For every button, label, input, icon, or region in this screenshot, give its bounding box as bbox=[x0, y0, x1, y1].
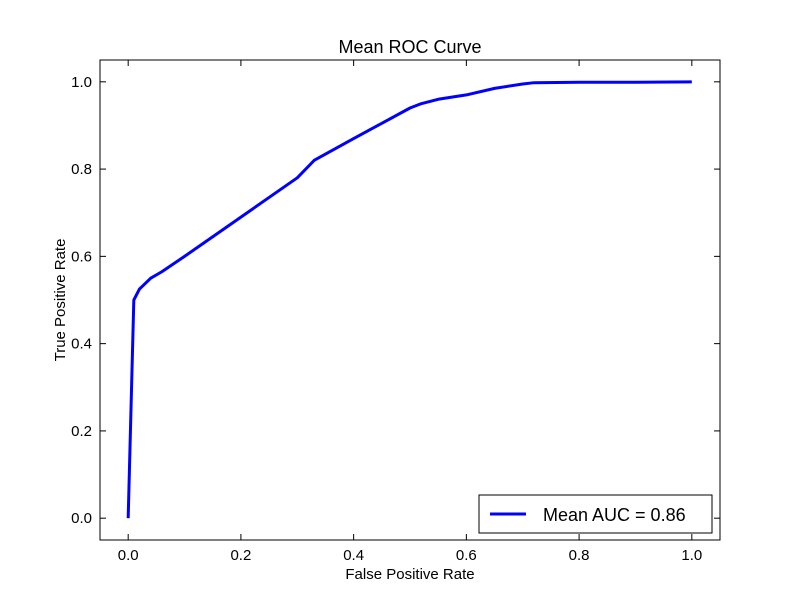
y-tick-label: 0.0 bbox=[71, 510, 92, 527]
y-tick-label: 0.2 bbox=[71, 423, 92, 440]
y-axis-title: True Positive Rate bbox=[52, 239, 69, 362]
x-axis-title: False Positive Rate bbox=[345, 566, 474, 583]
y-tick-label: 0.6 bbox=[71, 248, 92, 265]
x-tick-label: 1.0 bbox=[681, 547, 702, 564]
y-tick-label: 0.4 bbox=[71, 336, 92, 353]
x-tick-label: 0.6 bbox=[456, 547, 477, 564]
x-tick-label: 0.8 bbox=[569, 547, 590, 564]
plot-frame bbox=[99, 59, 721, 541]
x-tick-label: 0.2 bbox=[230, 547, 251, 564]
x-tick-label: 0.4 bbox=[343, 547, 364, 564]
legend-label: Mean AUC = 0.86 bbox=[543, 505, 686, 525]
x-tick-label: 0.0 bbox=[118, 547, 139, 564]
legend: Mean AUC = 0.86 bbox=[478, 494, 713, 534]
y-tick-label: 0.8 bbox=[71, 161, 92, 178]
plot-axes: 0.0 0.2 0.4 0.6 0.8 1.0 0.0 0.2 0.4 0.6 0.8 1.0 bbox=[71, 60, 720, 564]
plot-lines bbox=[126, 80, 692, 519]
roc-curve-line bbox=[126, 80, 692, 519]
chart-title: Mean ROC Curve bbox=[338, 37, 481, 57]
y-tick-label: 1.0 bbox=[71, 74, 92, 91]
